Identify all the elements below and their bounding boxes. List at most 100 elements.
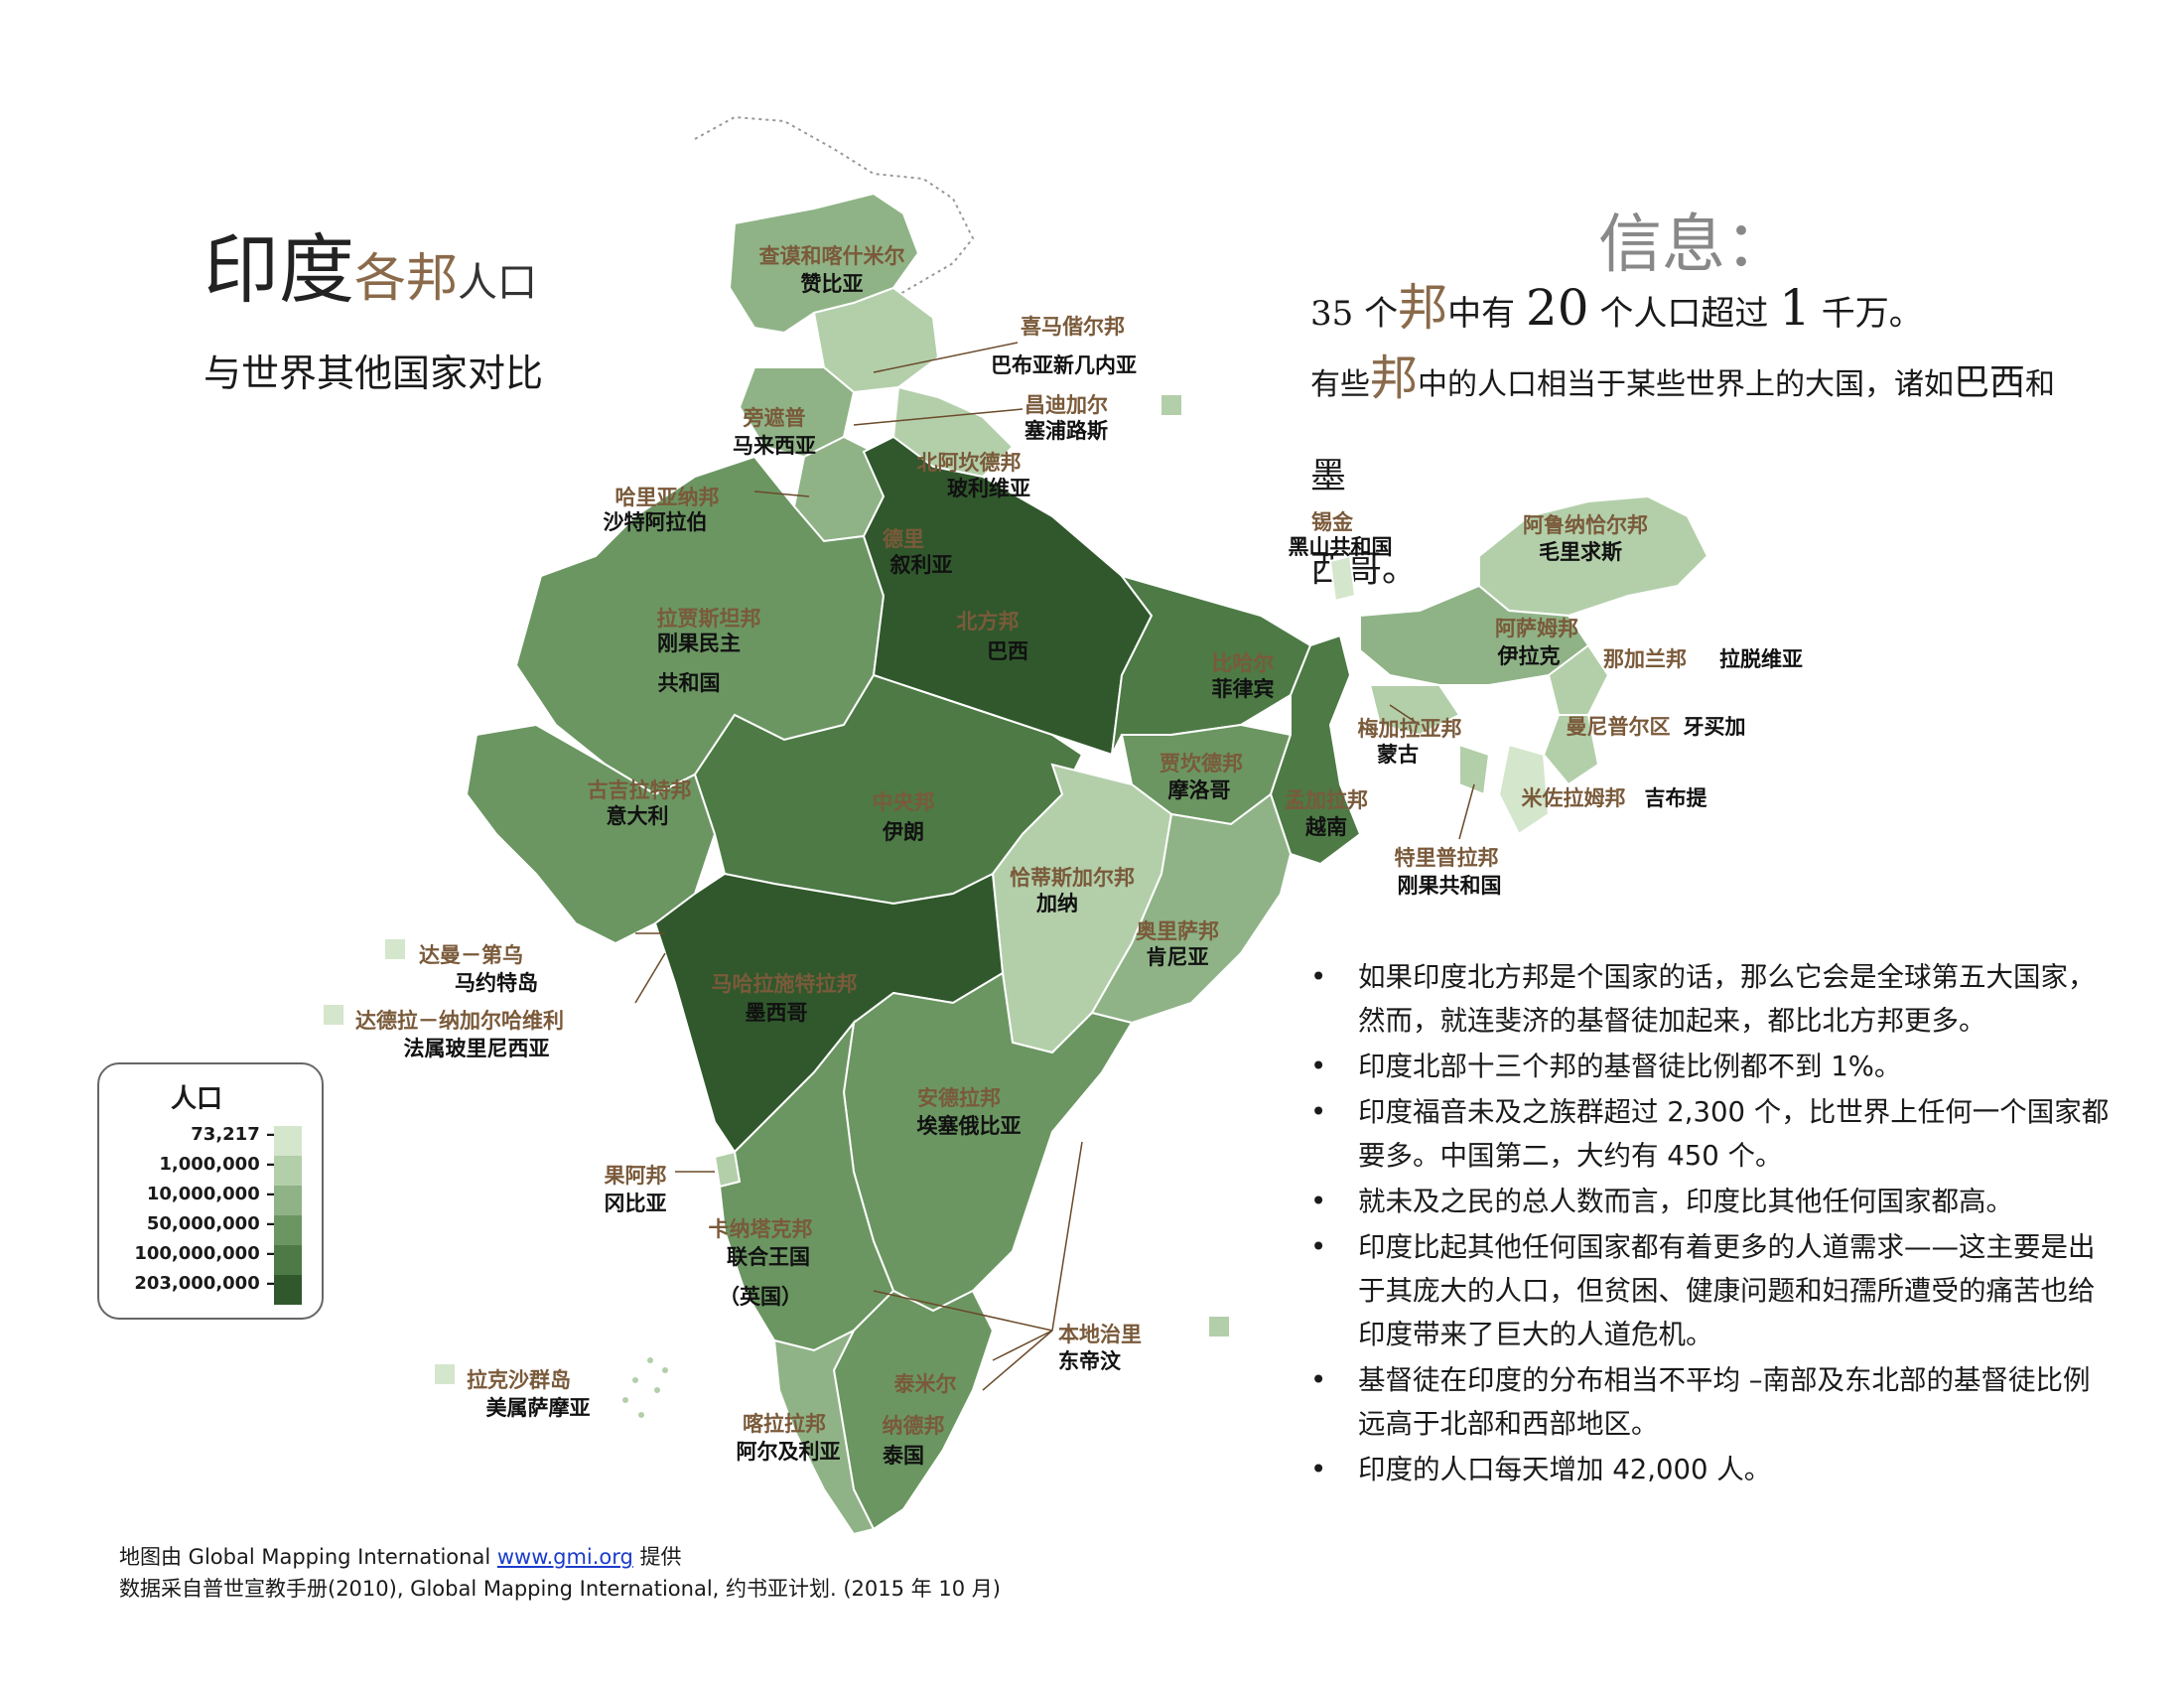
label-country: 肯尼亚 bbox=[1146, 945, 1209, 969]
legend-label: 100,000,000 — bbox=[134, 1243, 284, 1264]
label-country: 吉布提 bbox=[1644, 786, 1707, 810]
label-state: 奥里萨邦 bbox=[1136, 919, 1219, 943]
info-line1-a: 35 个 bbox=[1310, 294, 1399, 334]
fact-item: 如果印度北方邦是个国家的话，那么它会是全球第五大国家，然而，就连斐济的基督徒加起… bbox=[1300, 955, 2110, 1043]
state-west-bengal bbox=[1269, 633, 1362, 866]
label-state: 达曼－第乌 bbox=[419, 943, 523, 967]
credit-prefix: 地图由 Global Mapping International bbox=[119, 1545, 497, 1569]
label-state: 拉克沙群岛 bbox=[467, 1368, 571, 1392]
info-line1-f: 1 bbox=[1779, 279, 1811, 337]
label-state: 卡纳塔克邦 bbox=[708, 1217, 813, 1241]
leader-line bbox=[1389, 704, 1421, 726]
label-state: 阿萨姆邦 bbox=[1495, 617, 1578, 640]
fact-list: 如果印度北方邦是个国家的话，那么它会是全球第五大国家，然而，就连斐济的基督徒加起… bbox=[1300, 955, 2110, 1493]
label-country: 越南 bbox=[1305, 815, 1347, 839]
info-line2-a: 有些 bbox=[1310, 367, 1370, 402]
label-country: 马约特岛 bbox=[455, 971, 538, 995]
label-state: 德里 bbox=[883, 527, 924, 551]
page-title: 印度各邦人口 bbox=[204, 209, 537, 318]
label-state: 中央邦 bbox=[872, 790, 935, 814]
map-credit: 地图由 Global Mapping International www.gmi… bbox=[119, 1541, 682, 1571]
info-line1: 35 个邦中有 20 个人口超过 1 千万。 bbox=[1310, 268, 1923, 340]
data-source-credit: 数据采自普世宣教手册(2010), Global Mapping Interna… bbox=[119, 1577, 1001, 1601]
state-odisha bbox=[1090, 792, 1293, 1025]
label-state: 比哈尔 bbox=[1211, 651, 1275, 675]
label-state: 旁遮普 bbox=[743, 406, 806, 430]
gmi-link[interactable]: www.gmi.org bbox=[496, 1545, 633, 1569]
population-legend: 人口 73,217 — 1,000,000 — 10,000,000 — 50,… bbox=[97, 1062, 324, 1320]
label-country: 叙利亚 bbox=[889, 553, 953, 577]
info-line1-c: 中有 bbox=[1447, 294, 1516, 334]
label-state: 达德拉－纳加尔哈维利 bbox=[355, 1009, 564, 1033]
leader-line bbox=[873, 1290, 1053, 1332]
northern-border-outline bbox=[694, 115, 975, 299]
credit-suffix: 提供 bbox=[632, 1545, 682, 1569]
fact-item: 印度福音未及之族群超过 2,300 个，比世界上任何一个国家都要多。中国第二，大… bbox=[1300, 1090, 2110, 1178]
label-state: 喀拉拉邦 bbox=[743, 1412, 826, 1436]
leader-line bbox=[992, 1330, 1053, 1361]
label-state: 北阿坎德邦 bbox=[916, 451, 1022, 475]
state-andhra bbox=[842, 971, 1134, 1313]
leader-line bbox=[853, 408, 1024, 426]
label-country: 菲律宾 bbox=[1211, 677, 1275, 701]
label-state: 梅加拉亚邦 bbox=[1357, 717, 1462, 741]
legend-label: 73,217 — bbox=[191, 1124, 284, 1145]
legend-swatch bbox=[274, 1275, 302, 1305]
legend-title: 人口 bbox=[171, 1084, 223, 1114]
leader-line bbox=[873, 342, 1019, 373]
label-country: 赞比亚 bbox=[800, 272, 864, 296]
label-state: 昌迪加尔 bbox=[1024, 393, 1108, 417]
legend-label: 10,000,000 — bbox=[146, 1184, 284, 1204]
fact-item: 印度比起其他任何国家都有着更多的人道需求——这主要是出于其庞大的人口，但贫困、健… bbox=[1300, 1225, 2110, 1356]
label-country: 刚果民主 bbox=[657, 632, 741, 655]
label-state: 查谟和喀什米尔 bbox=[758, 244, 905, 268]
legend-label: 203,000,000 — bbox=[134, 1273, 284, 1294]
state-sikkim bbox=[1328, 554, 1357, 603]
state-meghalaya bbox=[1368, 684, 1461, 737]
label-state: 锡金 bbox=[1311, 510, 1353, 534]
label-state: 纳德邦 bbox=[882, 1414, 945, 1438]
label-country: 法属玻里尼西亚 bbox=[403, 1037, 550, 1060]
label-country: 东帝汶 bbox=[1058, 1349, 1121, 1373]
label-country: 埃塞俄比亚 bbox=[916, 1114, 1022, 1138]
label-country: （英国） bbox=[719, 1285, 802, 1309]
label-state: 泰米尔 bbox=[893, 1372, 957, 1396]
title-main: 印度 bbox=[204, 225, 354, 314]
label-state: 曼尼普尔区 bbox=[1566, 715, 1671, 739]
label-country: 伊朗 bbox=[883, 820, 924, 844]
label-country: 沙特阿拉伯 bbox=[603, 510, 708, 534]
label-country: 伊拉克 bbox=[1497, 644, 1561, 668]
info-line1-b: 邦 bbox=[1398, 279, 1448, 337]
label-country: 泰国 bbox=[883, 1444, 924, 1468]
label-country: 美属萨摩亚 bbox=[485, 1396, 591, 1420]
info-line2-b: 邦 bbox=[1370, 351, 1419, 406]
legend-swatch bbox=[274, 1186, 302, 1215]
label-country: 塞浦路斯 bbox=[1024, 419, 1108, 443]
label-country: 墨西哥 bbox=[745, 1001, 808, 1025]
label-country: 玻利维亚 bbox=[947, 477, 1030, 500]
leader-line bbox=[634, 952, 666, 1004]
info-line2-g: 西哥。 bbox=[1310, 549, 1419, 590]
info-line2: 有些邦中的人口相当于某些世界上的大国，诸如巴西和墨 西哥。 bbox=[1310, 333, 2065, 618]
page-subtitle: 与世界其他国家对比 bbox=[204, 352, 544, 395]
info-line2-d: 巴西 bbox=[1954, 362, 2026, 403]
info-line1-e: 个人口超过 bbox=[1599, 294, 1769, 334]
label-state: 古吉拉特邦 bbox=[587, 778, 692, 802]
legend-swatch bbox=[274, 1215, 302, 1245]
label-state: 北方邦 bbox=[956, 610, 1020, 633]
label-country: 摩洛哥 bbox=[1167, 778, 1231, 802]
ut-swatch bbox=[1209, 1317, 1229, 1336]
label-country: 蒙古 bbox=[1377, 743, 1419, 767]
info-heading: 信息： bbox=[1598, 209, 1789, 282]
ut-swatch bbox=[1161, 395, 1181, 415]
label-country: 毛里求斯 bbox=[1539, 540, 1622, 564]
legend-swatch bbox=[274, 1126, 302, 1156]
label-state: 本地治里 bbox=[1058, 1323, 1142, 1346]
leader-line bbox=[1458, 783, 1475, 840]
label-country: 黑山共和国 bbox=[1288, 535, 1393, 559]
label-state: 孟加拉邦 bbox=[1285, 788, 1368, 812]
fact-item: 就未及之民的总人数而言，印度比其他任何国家都高。 bbox=[1300, 1180, 2110, 1223]
label-country: 共和国 bbox=[657, 671, 721, 695]
label-country: 牙买加 bbox=[1683, 715, 1746, 739]
